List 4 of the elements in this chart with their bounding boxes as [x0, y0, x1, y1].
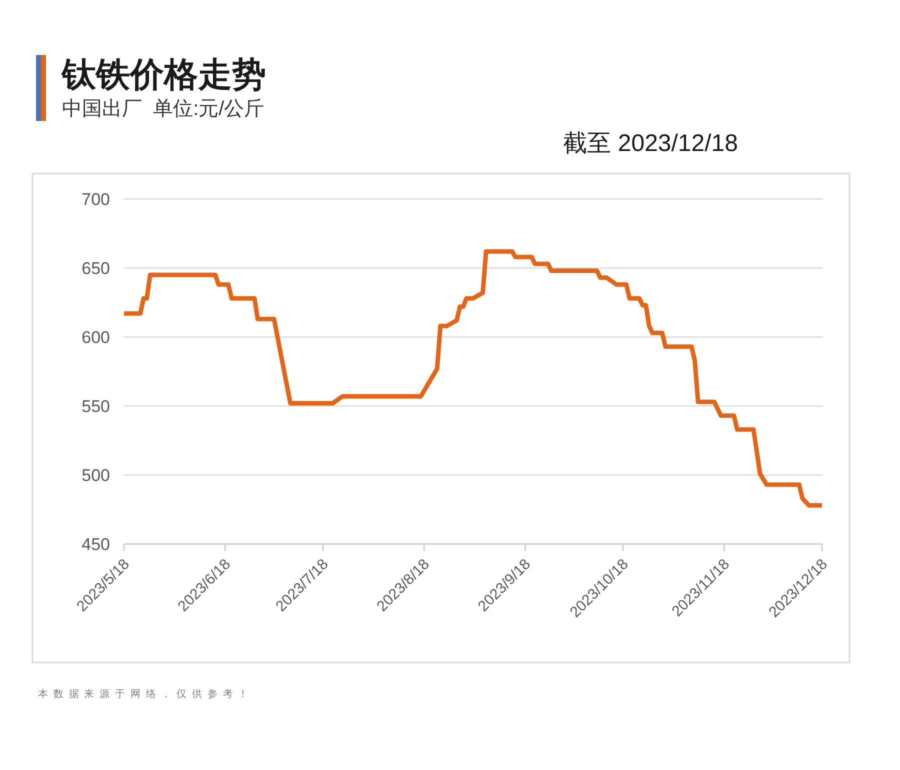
subtitle: 中国出厂 单位:元/公斤: [62, 98, 264, 120]
title: 钛铁价格走势: [62, 56, 266, 94]
annotation: 本数据来源于网络，仅供参考！: [38, 689, 254, 700]
annotation: 截至 2023/12/18: [563, 130, 738, 157]
